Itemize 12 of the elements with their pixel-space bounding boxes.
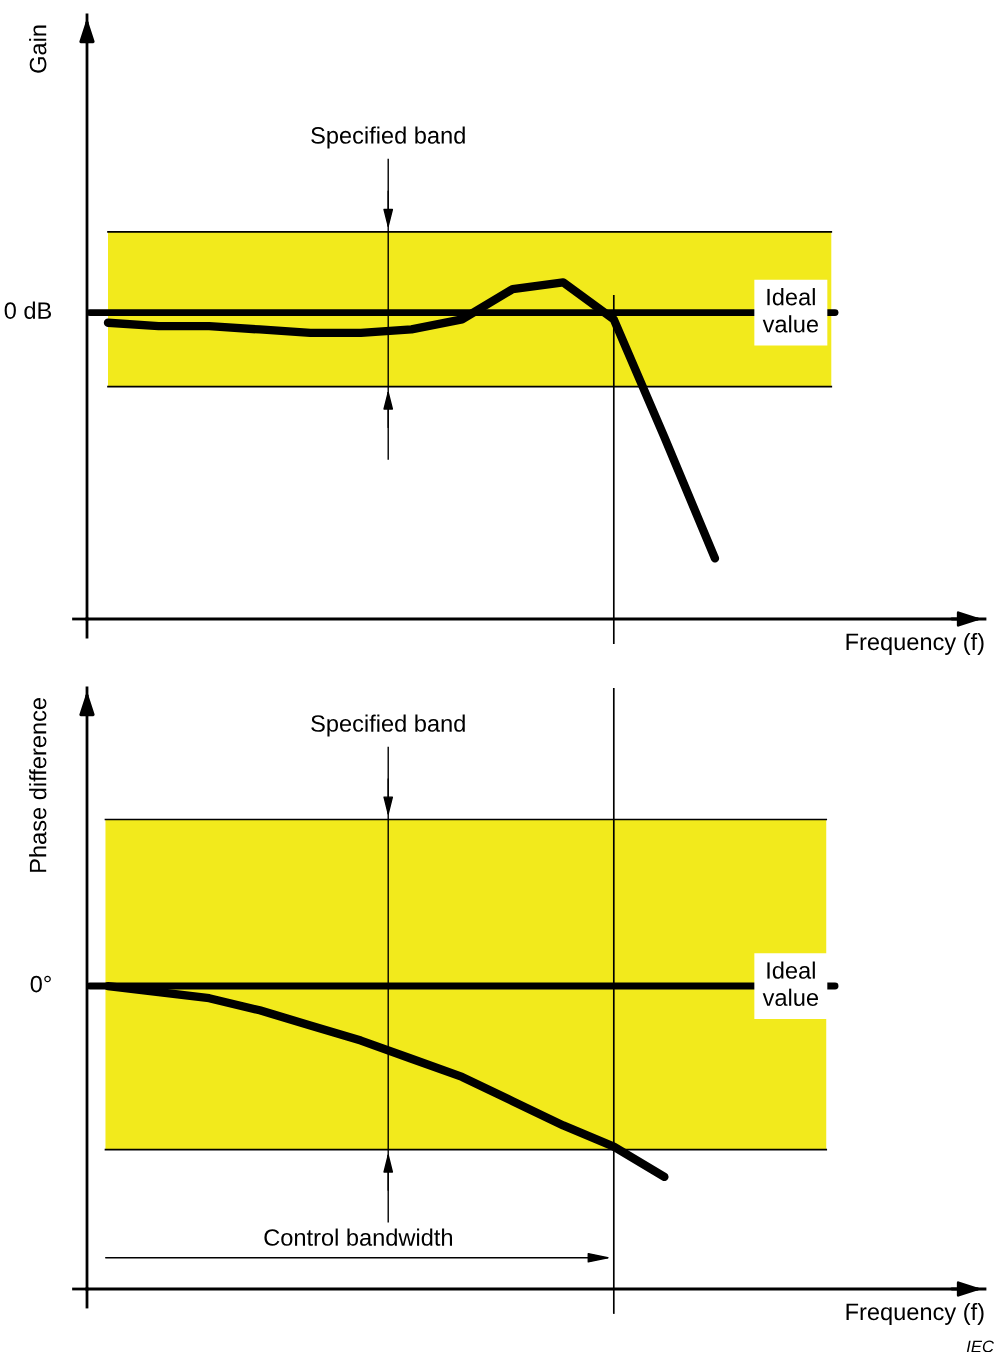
ref-line-label: Ideal value [762,288,819,333]
text: 0 dB [4,301,52,319]
y-axis-title: Gain [29,25,47,73]
text: Specified band [311,126,465,149]
annotation: Control bandwidth [264,1228,452,1246]
text: IEC [966,1340,995,1352]
ref-line-label: Ideal value [762,961,819,1006]
text: Specified band [311,714,465,737]
y-axis-title: Phase difference [29,698,47,872]
text: 0° [30,975,51,993]
x-axis-title: Frequency (f) [846,632,984,655]
x-axis-title: Frequency (f) [846,1302,984,1325]
